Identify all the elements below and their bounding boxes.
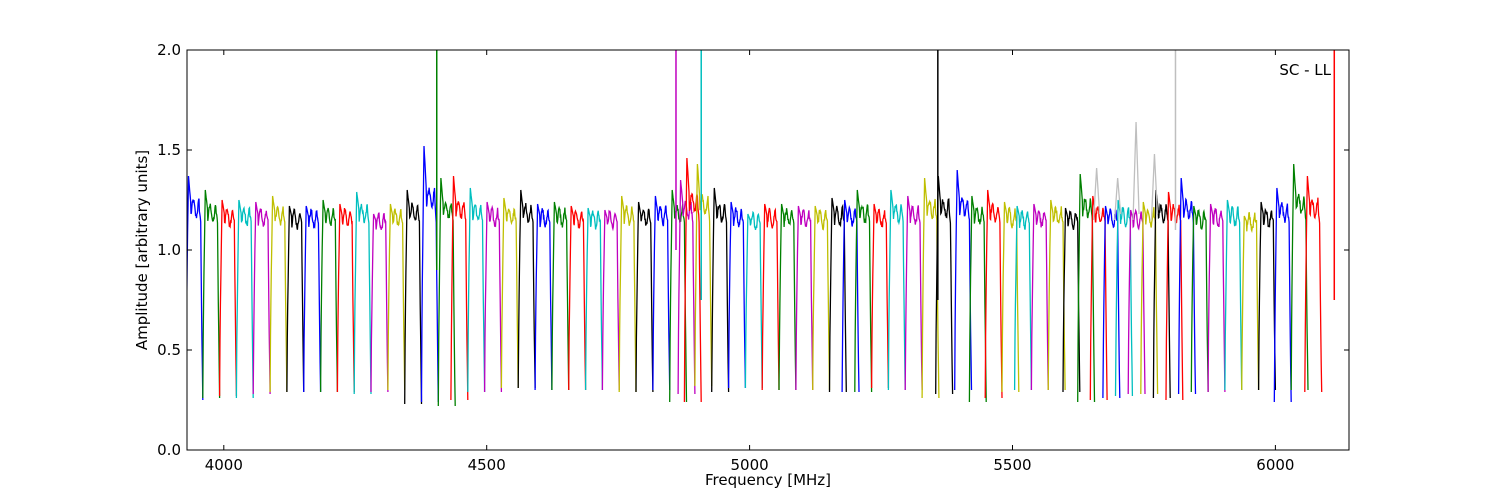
channel-series-21 bbox=[534, 203, 553, 391]
x-axis-label: Frequency [MHz] bbox=[705, 471, 831, 489]
x-tick-label-3: 5500 bbox=[993, 456, 1031, 474]
channel-series-49 bbox=[968, 195, 987, 403]
channel-series-37 bbox=[778, 203, 797, 391]
grey-spike-0 bbox=[1132, 121, 1140, 221]
channel-series-40 bbox=[828, 197, 847, 393]
channel-series-65 bbox=[1190, 205, 1209, 393]
channel-series-71 bbox=[1290, 163, 1309, 391]
channel-series-69 bbox=[1257, 201, 1277, 391]
channel-series-6 bbox=[286, 205, 305, 393]
channel-series-0 bbox=[187, 175, 204, 401]
channel-series-64 bbox=[1177, 177, 1197, 395]
channel-series-23 bbox=[568, 205, 587, 391]
channel-series-59 bbox=[1114, 199, 1134, 397]
channel-series-39 bbox=[812, 205, 831, 391]
channel-series-38 bbox=[795, 205, 814, 391]
channel-series-8 bbox=[319, 199, 339, 393]
channel-series-54 bbox=[1047, 199, 1066, 391]
channel-series-27 bbox=[635, 201, 654, 393]
channel-series-52 bbox=[1013, 205, 1033, 391]
channel-series-14 bbox=[420, 145, 439, 403]
channel-series-2 bbox=[218, 199, 238, 397]
channel-series-70 bbox=[1273, 187, 1292, 403]
channel-series-35 bbox=[744, 210, 763, 389]
channel-series-51 bbox=[1001, 201, 1020, 393]
channel-series-5 bbox=[269, 195, 288, 393]
channel-series-53 bbox=[1030, 203, 1049, 391]
channel-series-44 bbox=[887, 189, 906, 391]
channel-series-55 bbox=[1062, 207, 1081, 393]
channel-series-17 bbox=[467, 187, 486, 393]
channel-series-50 bbox=[984, 189, 1003, 399]
y-tick-label-2: 1.0 bbox=[157, 241, 181, 259]
channel-series-10 bbox=[353, 191, 372, 395]
channel-series-20 bbox=[517, 189, 536, 389]
channel-series-26 bbox=[618, 195, 637, 393]
channel-series-46 bbox=[921, 177, 940, 399]
panel-annotation: SC - LL bbox=[1279, 61, 1331, 79]
axes: 4000 4500 5000 5500 6000 0.0 0.5 1.0 1.5 2.0 bbox=[157, 41, 1349, 474]
channel-series-72 bbox=[1304, 175, 1323, 393]
y-axis-label: Amplitude [arbitrary units] bbox=[133, 150, 151, 350]
channel-series-4 bbox=[252, 201, 271, 395]
grey-spike-2 bbox=[1092, 167, 1101, 221]
x-tick-label-0: 4000 bbox=[205, 456, 243, 474]
y-tick-label-0: 0.0 bbox=[157, 441, 181, 459]
channel-series-68 bbox=[1241, 211, 1260, 391]
x-tick-label-2: 5000 bbox=[731, 456, 769, 474]
channel-series-60 bbox=[1127, 208, 1146, 395]
channel-series-36 bbox=[761, 203, 780, 391]
channel-series-43 bbox=[870, 203, 890, 389]
channel-series-9 bbox=[336, 203, 355, 393]
channel-series-29 bbox=[669, 189, 688, 403]
channel-series-33 bbox=[711, 187, 730, 393]
channel-series-56 bbox=[1077, 173, 1096, 403]
channel-series-41 bbox=[841, 199, 860, 393]
channel-series-28 bbox=[652, 195, 671, 391]
channel-series-66 bbox=[1207, 203, 1226, 393]
channel-series-7 bbox=[303, 205, 322, 393]
y-tick-label-1: 0.5 bbox=[157, 341, 181, 359]
grey-spike-1 bbox=[1150, 153, 1159, 221]
channel-series-32 bbox=[694, 163, 713, 387]
channel-series-34 bbox=[727, 201, 747, 389]
channel-series-58 bbox=[1102, 205, 1121, 399]
grey-spike-3 bbox=[1114, 177, 1122, 221]
channel-series-16 bbox=[450, 175, 469, 401]
channel-series-67 bbox=[1224, 199, 1243, 391]
x-tick-label-4: 6000 bbox=[1256, 456, 1294, 474]
channel-series-22 bbox=[551, 201, 570, 391]
channel-series-19 bbox=[500, 197, 519, 389]
channel-series-18 bbox=[483, 201, 503, 393]
channel-series-24 bbox=[584, 207, 604, 391]
y-tick-label-3: 1.5 bbox=[157, 141, 181, 159]
channel-series-13 bbox=[404, 189, 423, 405]
channel-series-48 bbox=[954, 169, 973, 391]
channel-series-3 bbox=[235, 199, 254, 399]
channel-series-31 bbox=[683, 157, 702, 403]
channel-series-12 bbox=[387, 203, 406, 391]
channel-series-42 bbox=[854, 189, 873, 393]
channel-series-11 bbox=[370, 212, 389, 393]
x-tick-label-1: 4500 bbox=[468, 456, 506, 474]
plot-background bbox=[187, 50, 1349, 450]
channel-series-45 bbox=[904, 195, 923, 391]
channel-series-1 bbox=[202, 189, 221, 399]
channel-series-57 bbox=[1089, 195, 1108, 401]
channel-series-25 bbox=[601, 209, 620, 391]
y-tick-label-4: 2.0 bbox=[157, 41, 181, 59]
plot-area bbox=[187, 50, 1336, 407]
